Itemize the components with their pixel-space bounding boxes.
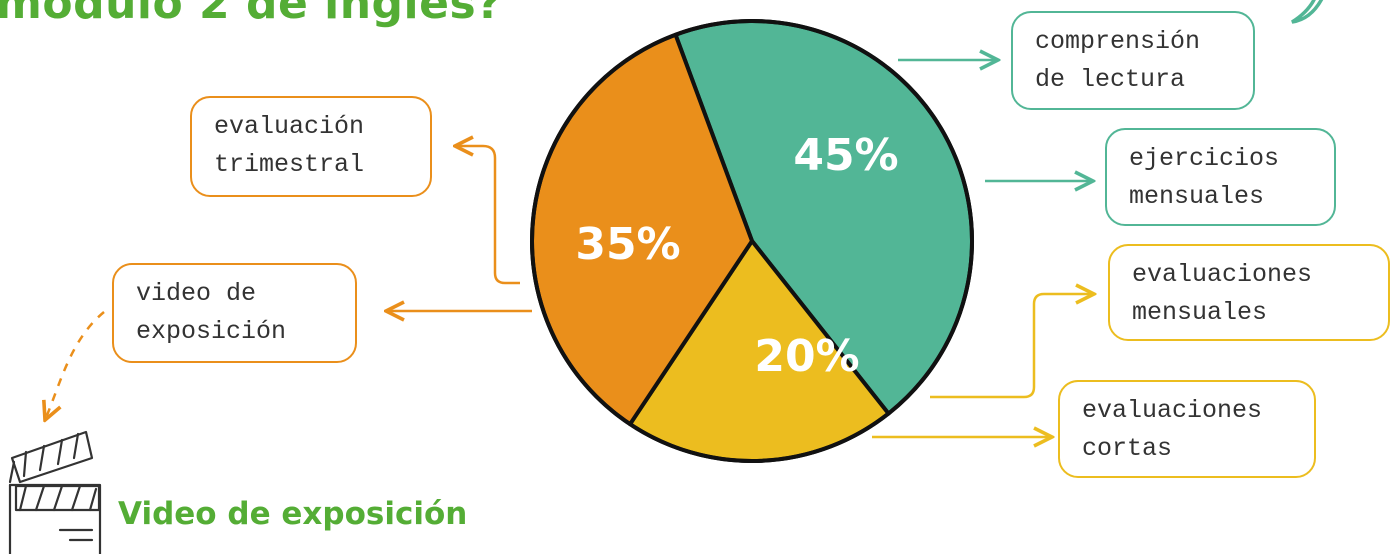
pie-label-35: 35% [575, 219, 680, 270]
subtitle: Video de exposición [118, 496, 468, 532]
speech-bubble-icon [1291, 0, 1324, 24]
label-eval-cortas: evaluaciones cortas [1058, 380, 1316, 478]
label-ejercicios: ejercicios mensuales [1105, 128, 1336, 226]
connector-dashed [45, 311, 105, 420]
pie-label-20: 20% [754, 331, 859, 382]
label-comprension: comprensión de lectura [1011, 11, 1255, 110]
pie-label-45: 45% [793, 130, 898, 181]
label-video-expo: video de exposición [112, 263, 357, 363]
pie-chart: 45% 20% 35% [530, 19, 974, 463]
connector-evaluacion-trimestral [455, 146, 520, 285]
page-title: módulo 2 de inglés? [0, 0, 503, 29]
pie-outline [530, 19, 974, 463]
clapperboard-icon [8, 430, 102, 554]
connector-eval-mensuales [930, 294, 1094, 399]
label-evaluacion-trimestral: evaluación trimestral [190, 96, 432, 197]
label-eval-mensuales: evaluaciones mensuales [1108, 244, 1390, 341]
